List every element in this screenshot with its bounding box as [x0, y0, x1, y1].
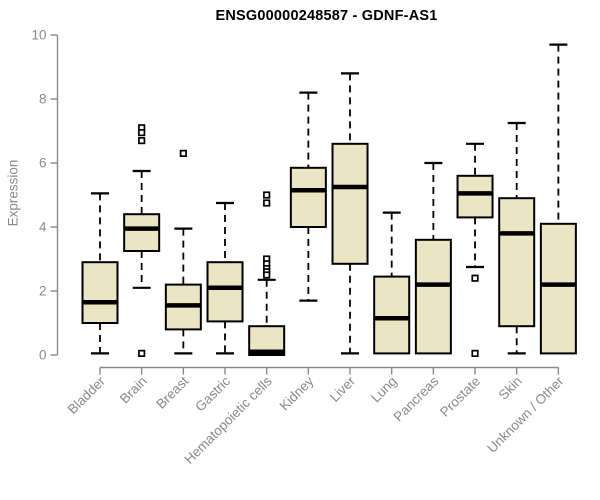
iqr-box — [206, 261, 244, 323]
chart-title: ENSG00000248587 - GDNF-AS1 — [215, 8, 438, 24]
boxplot-kidney — [289, 91, 327, 302]
x-tick-label-pancreas: Pancreas — [391, 373, 442, 424]
x-tick-label-unknown-other: Unknown / Other — [484, 373, 567, 456]
outlier-point — [138, 349, 146, 357]
y-tick-label: 8 — [39, 92, 47, 107]
iqr-box — [456, 174, 494, 219]
y-tick-label: 10 — [31, 28, 46, 43]
outlier-point — [263, 271, 271, 279]
outlier-point — [138, 129, 146, 137]
x-tick-label-prostate: Prostate — [437, 374, 483, 420]
boxplot-lung — [373, 211, 411, 355]
iqr-box — [498, 197, 536, 328]
boxplot-brain — [123, 124, 161, 357]
iqr-box — [289, 166, 327, 229]
outlier-point — [471, 274, 479, 282]
iqr-box — [414, 238, 452, 355]
boxplot-gastric — [206, 201, 244, 355]
outlier-point — [263, 191, 271, 199]
boxplot-prostate — [456, 142, 494, 357]
y-tick-label: 4 — [39, 220, 47, 235]
x-tick-label-breast: Breast — [153, 373, 191, 411]
outlier-point — [263, 199, 271, 207]
x-tick-label-lung: Lung — [368, 374, 400, 406]
x-tick-label-liver: Liver — [327, 373, 359, 405]
y-tick-label: 6 — [39, 156, 47, 171]
outlier-point — [471, 349, 479, 357]
boxplot-liver — [331, 72, 369, 355]
x-tick-label-brain: Brain — [117, 374, 150, 407]
iqr-box — [539, 222, 577, 355]
iqr-box — [373, 275, 411, 355]
boxplot-hematopoietic-cells — [248, 191, 286, 357]
y-tick-label: 2 — [39, 284, 47, 299]
x-tick-label-kidney: Kidney — [277, 373, 317, 413]
boxplot-unknown-other — [539, 43, 577, 355]
iqr-box — [331, 142, 369, 265]
x-tick-label-skin: Skin — [496, 374, 525, 403]
boxplot-bladder — [81, 192, 119, 355]
boxplot-skin — [498, 121, 536, 355]
x-tick-label-gastric: Gastric — [192, 373, 233, 414]
iqr-box — [81, 261, 119, 325]
outlier-point — [179, 149, 187, 157]
boxplot-pancreas — [414, 161, 452, 355]
x-tick-label-bladder: Bladder — [65, 373, 109, 417]
outlier-point — [138, 137, 146, 145]
boxplot-breast — [164, 149, 202, 355]
iqr-box — [123, 213, 161, 252]
y-tick-label: 0 — [39, 348, 47, 363]
